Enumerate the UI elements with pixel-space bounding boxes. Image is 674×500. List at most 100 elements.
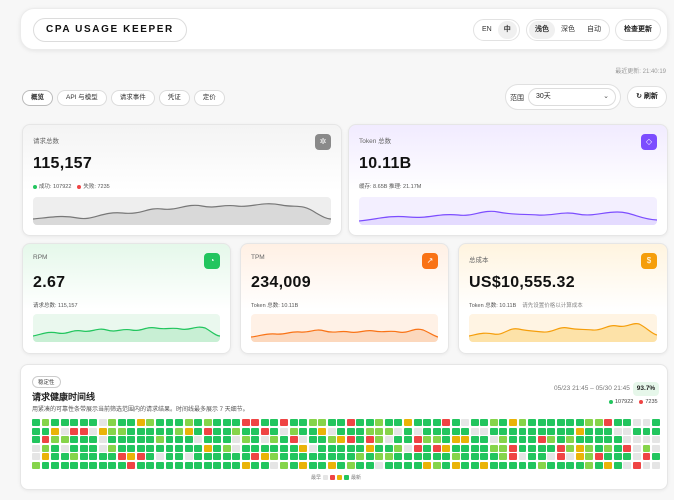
timeline-cell xyxy=(346,436,355,444)
timeline-cell xyxy=(260,444,269,452)
refresh-label: 刷新 xyxy=(643,93,658,100)
timeline-cell xyxy=(508,453,517,461)
timeline-cell xyxy=(251,436,260,444)
timeline-cell xyxy=(337,419,346,426)
timeline-cell xyxy=(203,453,212,461)
timeline-cell xyxy=(632,453,641,461)
timeline-cell xyxy=(594,436,603,444)
timeline-cell xyxy=(518,453,527,461)
card-sub: 成功: 107922 失败: 7235 xyxy=(33,182,110,190)
sparkline-tpm xyxy=(251,314,438,342)
tab-pricing[interactable]: 定价 xyxy=(193,90,225,106)
timeline-cell xyxy=(489,427,498,435)
timeline-cell xyxy=(547,444,556,452)
timeline-cell xyxy=(136,461,145,469)
timeline-cell xyxy=(213,461,222,469)
timeline-cell xyxy=(413,444,422,452)
timeline-cell xyxy=(213,453,222,461)
lang-en-button[interactable]: EN xyxy=(482,26,492,33)
timeline-cell xyxy=(60,453,69,461)
theme-dark-button[interactable]: 深色 xyxy=(561,26,575,33)
theme-light-button[interactable]: 浅色 xyxy=(529,21,555,39)
range-select[interactable]: 30天 ⌄ xyxy=(528,88,616,106)
timeline-cell xyxy=(518,444,527,452)
timeline-cell xyxy=(299,444,308,452)
timeline-cell xyxy=(232,453,241,461)
timeline-cell xyxy=(404,453,412,461)
timeline-cell xyxy=(280,444,288,452)
timeline-cell xyxy=(346,419,355,426)
timeline-cell xyxy=(365,461,374,469)
refresh-button[interactable]: ↻ 刷新 xyxy=(627,86,667,108)
cost-token-text: Token 总数: 10.11B xyxy=(469,303,517,309)
timeline-cell xyxy=(575,461,584,469)
timeline-cell xyxy=(98,419,107,426)
card-total-requests: 请求总数 ✲ 115,157 成功: 107922 失败: 7235 xyxy=(22,124,342,236)
timeline-cell xyxy=(184,444,193,452)
timeline-cell xyxy=(547,419,556,426)
timeline-cell xyxy=(184,436,193,444)
tab-credentials[interactable]: 凭证 xyxy=(158,90,190,106)
timeline-cell xyxy=(346,453,355,461)
timeline-cell xyxy=(318,436,327,444)
timeline-cell xyxy=(232,444,241,452)
timeline-cell xyxy=(423,427,432,435)
timeline-cell xyxy=(461,444,470,452)
timeline-cell xyxy=(89,436,98,444)
timeline-cell xyxy=(480,419,489,426)
timeline-cell xyxy=(442,444,451,452)
timeline-cell xyxy=(461,427,470,435)
timeline-cell xyxy=(32,419,40,426)
tab-api-models[interactable]: API 与模型 xyxy=(57,90,107,106)
timeline-cell xyxy=(642,461,651,469)
timeline-cell xyxy=(508,444,517,452)
stability-tag: 稳定性 xyxy=(32,376,61,388)
timeline-cell xyxy=(222,461,231,469)
success-count-text: 107922 xyxy=(615,399,634,405)
timeline-cell xyxy=(270,436,279,444)
timeline-cell xyxy=(575,427,584,435)
last-updated: 最近更新: 21:40:19 xyxy=(615,69,666,75)
timeline-cell xyxy=(260,453,269,461)
timeline-cell xyxy=(365,444,374,452)
check-update-button[interactable]: 检查更新 xyxy=(615,19,661,41)
timeline-cell xyxy=(127,419,136,426)
tab-overview[interactable]: 概览 xyxy=(22,90,53,106)
success-rate-badge: 93.7% xyxy=(633,382,659,396)
tab-request-events[interactable]: 请求事件 xyxy=(110,90,155,106)
timeline-cell xyxy=(604,461,613,469)
timeline-cell xyxy=(79,453,88,461)
timeline-cell xyxy=(260,427,269,435)
timeline-cell xyxy=(232,427,241,435)
timeline-cell xyxy=(222,436,231,444)
timeline-cell xyxy=(566,461,575,469)
timeline-cell xyxy=(518,419,527,426)
card-tpm: TPM ↗ 234,009 Token 总数: 10.11B xyxy=(240,243,449,354)
timeline-cell xyxy=(251,419,260,426)
timeline-cell xyxy=(222,427,231,435)
timeline-cell xyxy=(480,436,489,444)
timeline-cell xyxy=(508,427,517,435)
timeline-cell xyxy=(423,461,432,469)
timeline-cell xyxy=(98,453,107,461)
theme-auto-button[interactable]: 自动 xyxy=(587,26,601,33)
sparkline-requests xyxy=(33,197,331,225)
timeline-cell xyxy=(222,453,231,461)
card-value: 10.11B xyxy=(359,155,412,172)
timeline-cell xyxy=(480,453,489,461)
timeline-cell xyxy=(98,461,107,469)
timeline-cell xyxy=(556,444,565,452)
timeline-cell xyxy=(384,427,393,435)
timeline-cell xyxy=(165,427,174,435)
timeline-cell xyxy=(470,461,479,469)
timeline-cell xyxy=(547,453,556,461)
timeline-cell xyxy=(508,419,517,426)
timeline-cell xyxy=(165,453,174,461)
timeline-cell xyxy=(156,419,164,426)
timeline-cell xyxy=(537,461,546,469)
timeline-cell xyxy=(175,444,184,452)
lang-zh-button[interactable]: 中 xyxy=(497,21,517,39)
fail-text: 失败: 7235 xyxy=(83,184,110,190)
timeline-cell xyxy=(652,444,660,452)
timeline-cell xyxy=(260,436,269,444)
